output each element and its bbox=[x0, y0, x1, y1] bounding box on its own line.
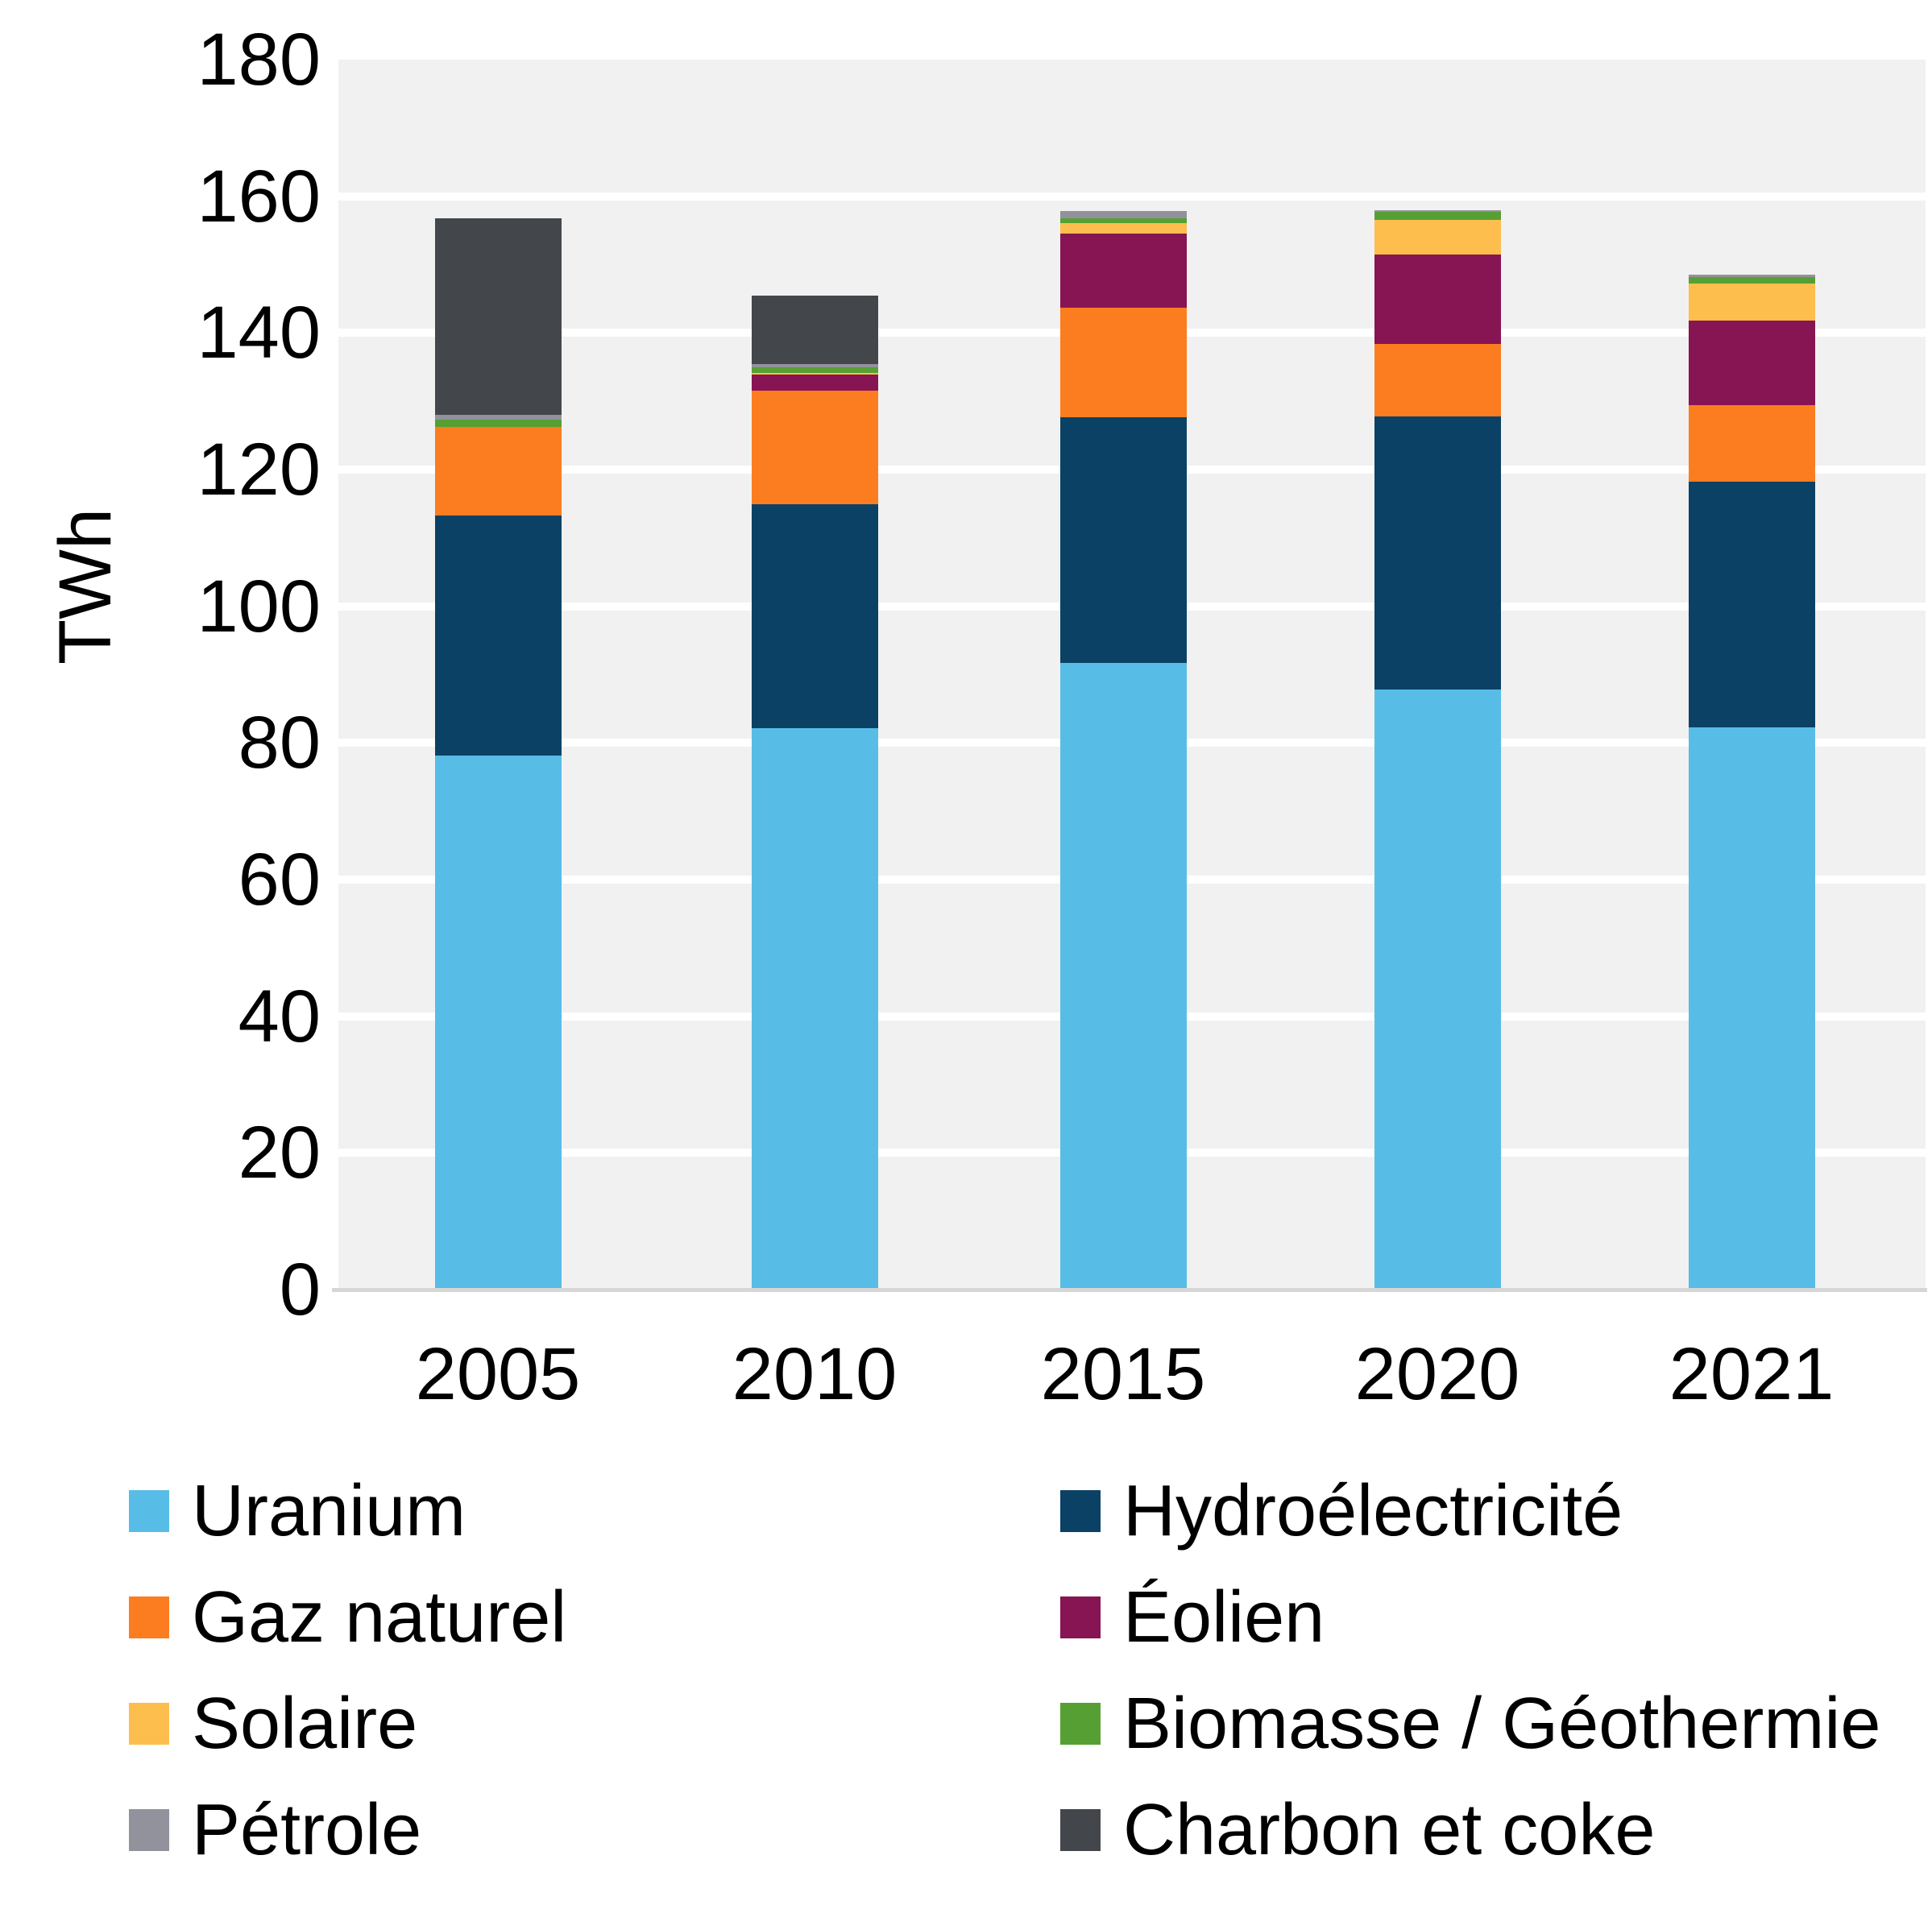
legend-color-swatch-Solaire bbox=[129, 1703, 169, 1745]
legend-color-swatch-Hydroélectricité bbox=[1060, 1490, 1101, 1532]
bar-segment-2020-Hydroélectricité bbox=[1374, 416, 1501, 690]
bar-segment-2020-Éolien bbox=[1374, 254, 1501, 344]
y-tick-label-80: 80 bbox=[238, 702, 321, 785]
x-tick-label-2005: 2005 bbox=[415, 1333, 581, 1415]
bar-segment-2020-Gaz naturel bbox=[1374, 343, 1501, 416]
bar-segment-2021-Biomasse / Géothermie bbox=[1688, 276, 1815, 284]
y-tick-label-0: 0 bbox=[279, 1249, 321, 1331]
legend-color-swatch-Charbon et coke bbox=[1060, 1809, 1101, 1851]
y-tick-label-140: 140 bbox=[197, 292, 321, 375]
bar-segment-2021-Pétrole bbox=[1688, 275, 1815, 277]
legend-color-swatch-Pétrole bbox=[129, 1809, 169, 1851]
legend-item-Solaire: Solaire bbox=[129, 1679, 417, 1769]
legend-item-label: Pétrole bbox=[192, 1790, 422, 1870]
bar-segment-2021-Hydroélectricité bbox=[1688, 482, 1815, 727]
bar-segment-2021-Gaz naturel bbox=[1688, 405, 1815, 482]
bar-segment-2005-Uranium bbox=[434, 756, 562, 1290]
bar-segment-2021-Uranium bbox=[1688, 727, 1815, 1290]
bar-segment-2015-Pétrole bbox=[1059, 211, 1187, 218]
legend-item-label: Gaz naturel bbox=[192, 1577, 567, 1658]
x-tick-label-2015: 2015 bbox=[1040, 1333, 1206, 1415]
legend-item-Pétrole: Pétrole bbox=[129, 1785, 421, 1875]
bar-segment-2015-Biomasse / Géothermie bbox=[1059, 217, 1187, 223]
legend-item-label: Hydroélectricité bbox=[1123, 1471, 1623, 1551]
bar-segment-2005-Gaz naturel bbox=[434, 427, 562, 516]
bar-segment-2020-Biomasse / Géothermie bbox=[1374, 212, 1501, 220]
bar-segment-2005-Hydroélectricité bbox=[434, 515, 562, 756]
y-tick-label-100: 100 bbox=[197, 565, 321, 648]
legend-item-Uranium: Uranium bbox=[129, 1466, 466, 1556]
bar-segment-2021-Solaire bbox=[1688, 284, 1815, 321]
x-tick-label-2020: 2020 bbox=[1354, 1333, 1520, 1415]
legend-item-Hydroélectricité: Hydroélectricité bbox=[1060, 1466, 1623, 1556]
legend-item-label: Biomasse / Géothermie bbox=[1123, 1683, 1881, 1764]
legend-color-swatch-Gaz naturel bbox=[129, 1596, 169, 1638]
bar-segment-2010-Hydroélectricité bbox=[751, 504, 878, 728]
bar-segment-2010-Pétrole bbox=[751, 363, 878, 367]
bar-segment-2015-Solaire bbox=[1059, 222, 1187, 234]
legend-color-swatch-Éolien bbox=[1060, 1596, 1101, 1638]
legend-item-label: Éolien bbox=[1123, 1577, 1325, 1658]
bar-segment-2010-Éolien bbox=[751, 375, 878, 391]
bar-segment-2010-Gaz naturel bbox=[751, 390, 878, 505]
bar-segment-2005-Biomasse / Géothermie bbox=[434, 420, 562, 428]
y-tick-label-180: 180 bbox=[197, 19, 321, 101]
x-tick-label-2010: 2010 bbox=[732, 1333, 898, 1415]
y-tick-label-60: 60 bbox=[238, 839, 321, 921]
bar-segment-2005-Charbon et coke bbox=[434, 217, 562, 416]
bar-segment-2020-Uranium bbox=[1374, 690, 1501, 1290]
plot-area bbox=[338, 60, 1926, 1290]
bar-segment-2015-Uranium bbox=[1059, 663, 1187, 1290]
bar-segment-2010-Solaire bbox=[751, 373, 878, 375]
bar-segment-2015-Éolien bbox=[1059, 234, 1187, 308]
y-tick-label-160: 160 bbox=[197, 155, 321, 238]
y-tick-label-20: 20 bbox=[238, 1112, 321, 1195]
bar-segment-2020-Solaire bbox=[1374, 219, 1501, 255]
x-axis-line bbox=[332, 1288, 1927, 1292]
legend-color-swatch-Biomasse / Géothermie bbox=[1060, 1703, 1101, 1745]
legend-item-Éolien: Éolien bbox=[1060, 1572, 1325, 1663]
legend-item-Charbon et coke: Charbon et coke bbox=[1060, 1785, 1655, 1875]
bar-segment-2021-Éolien bbox=[1688, 321, 1815, 406]
bar-segment-2005-Pétrole bbox=[434, 415, 562, 420]
legend-item-label: Uranium bbox=[192, 1471, 466, 1551]
legend-item-label: Charbon et coke bbox=[1123, 1790, 1656, 1870]
bar-segment-2015-Hydroélectricité bbox=[1059, 416, 1187, 664]
bar-segment-2020-Pétrole bbox=[1374, 209, 1501, 213]
bar-segment-2010-Charbon et coke bbox=[751, 295, 878, 364]
gridline-160 bbox=[338, 192, 1926, 201]
bar-segment-2010-Biomasse / Géothermie bbox=[751, 367, 878, 374]
legend-item-Gaz naturel: Gaz naturel bbox=[129, 1572, 566, 1663]
legend-item-label: Solaire bbox=[192, 1683, 418, 1764]
x-tick-label-2021: 2021 bbox=[1669, 1333, 1835, 1415]
legend-color-swatch-Uranium bbox=[129, 1490, 169, 1532]
y-tick-label-40: 40 bbox=[238, 975, 321, 1058]
y-tick-label-120: 120 bbox=[197, 429, 321, 511]
legend-item-Biomasse / Géothermie: Biomasse / Géothermie bbox=[1060, 1679, 1880, 1769]
bar-segment-2010-Uranium bbox=[751, 727, 878, 1290]
bar-segment-2015-Gaz naturel bbox=[1059, 307, 1187, 417]
